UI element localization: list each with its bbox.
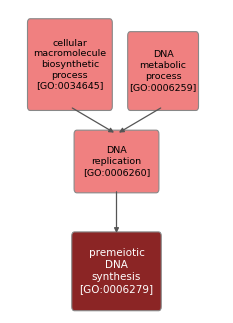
FancyBboxPatch shape	[72, 232, 161, 311]
FancyBboxPatch shape	[74, 130, 159, 193]
Text: DNA
metabolic
process
[GO:0006259]: DNA metabolic process [GO:0006259]	[129, 50, 197, 92]
Text: premeiotic
DNA
synthesis
[GO:0006279]: premeiotic DNA synthesis [GO:0006279]	[79, 248, 154, 294]
Text: cellular
macromolecule
biosynthetic
process
[GO:0034645]: cellular macromolecule biosynthetic proc…	[33, 39, 106, 90]
FancyBboxPatch shape	[27, 19, 112, 110]
Text: DNA
replication
[GO:0006260]: DNA replication [GO:0006260]	[83, 146, 150, 177]
FancyBboxPatch shape	[128, 32, 199, 110]
